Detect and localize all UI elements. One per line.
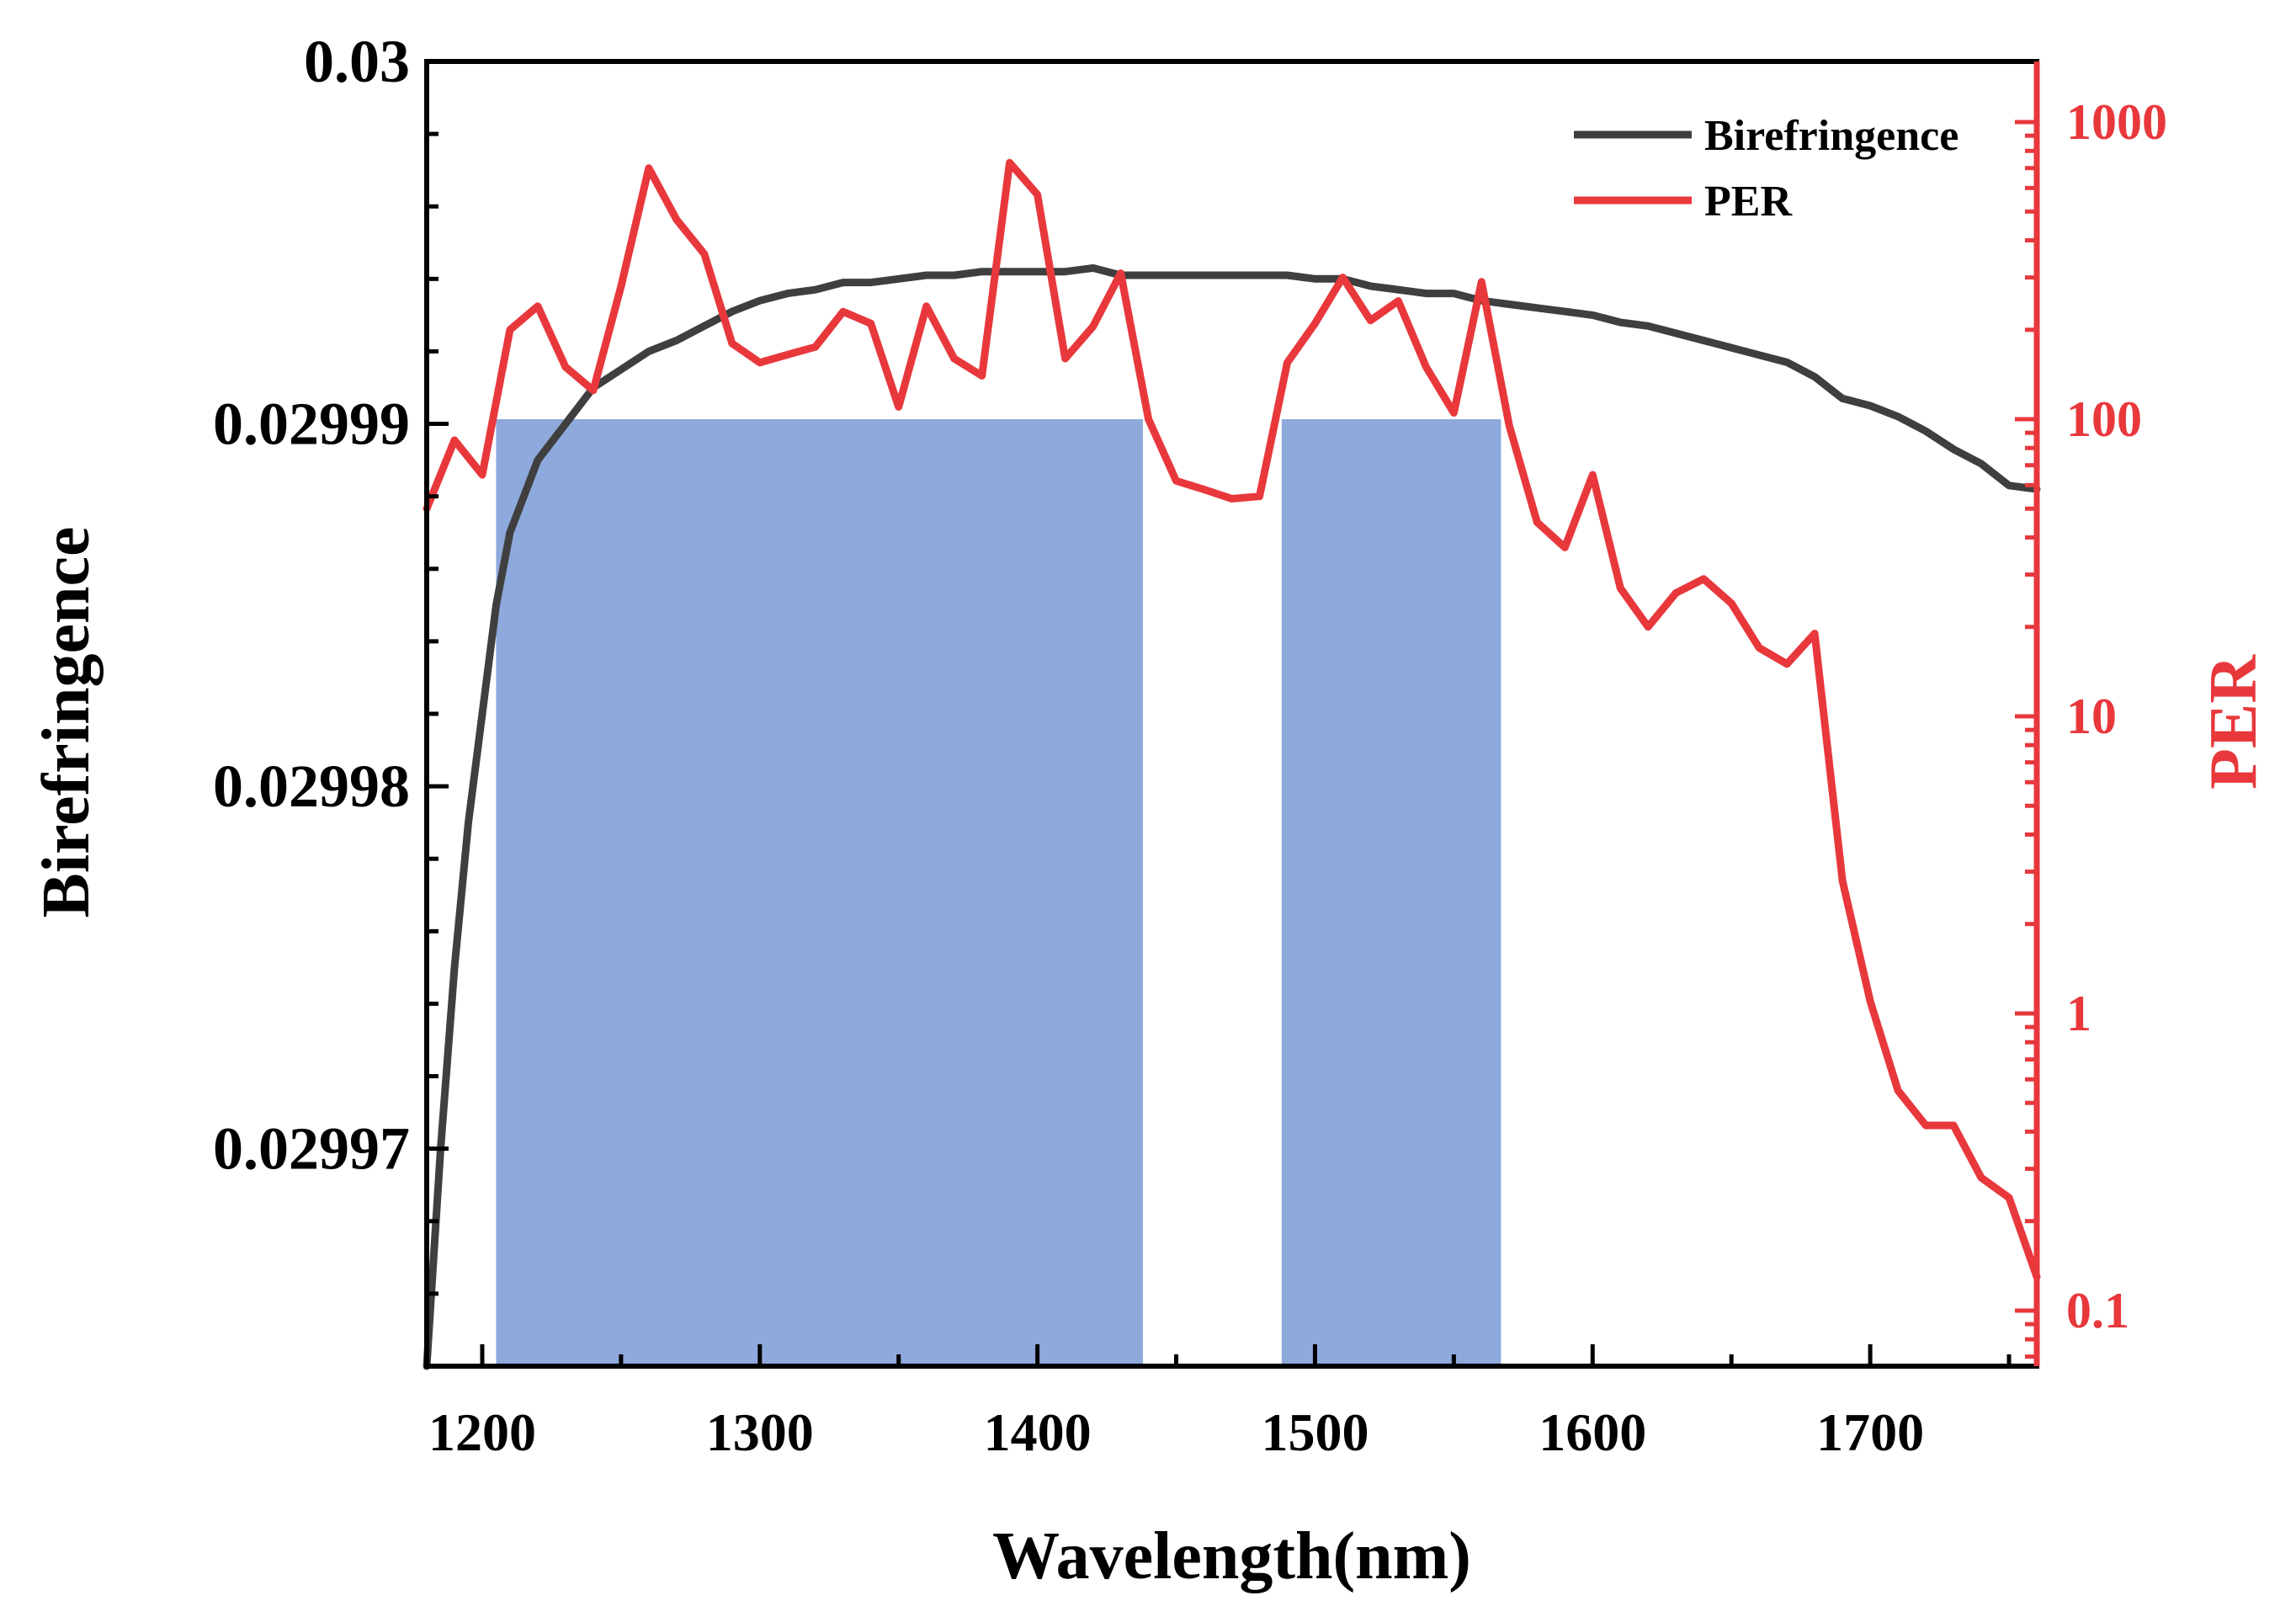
right-y-axis-title: PER [2197,654,2271,790]
right-y-tick-label: 1000 [2066,94,2167,150]
right-y-axis: 0.1 1 10 100 1000 [2015,61,2167,1366]
left-y-tick-label: 0.02998 [213,753,410,820]
right-y-tick-label: 1 [2066,986,2091,1041]
x-tick-label: 1300 [706,1402,814,1462]
left-y-axis: 0.02997 0.02998 0.02999 0.03 [213,28,449,1369]
left-y-tick-label: 0.03 [304,28,410,95]
legend-label-birefringence: Birefringence [1704,112,1959,160]
left-y-tick-label: 0.02999 [213,391,410,458]
x-tick-label: 1700 [1816,1402,1924,1462]
series-lines [423,158,2041,1370]
x-tick-label: 1200 [428,1402,536,1462]
right-y-tick-label: 100 [2066,391,2142,447]
x-tick-label: 1600 [1539,1402,1646,1462]
x-tick-label: 1500 [1261,1402,1369,1462]
x-axis-title: Wavelength(nm) [992,1519,1471,1593]
shaded-region-1 [496,419,1143,1366]
right-y-tick-label: 0.1 [2066,1283,2129,1338]
left-y-axis-title: Birefringence [29,526,104,918]
right-y-tick-label: 10 [2066,689,2117,744]
left-y-tick-label: 0.02997 [213,1115,410,1183]
x-axis: 1200 1300 1400 1500 1600 1700 [428,1344,2012,1462]
series-line-per [423,158,2041,1281]
shaded-region-2 [1281,419,1501,1366]
legend-label-per: PER [1704,178,1793,226]
series-line-birefringence [423,263,2041,1370]
shaded-regions [496,419,1501,1366]
x-tick-label: 1400 [984,1402,1092,1462]
legend: Birefringence PER [1574,112,1959,226]
